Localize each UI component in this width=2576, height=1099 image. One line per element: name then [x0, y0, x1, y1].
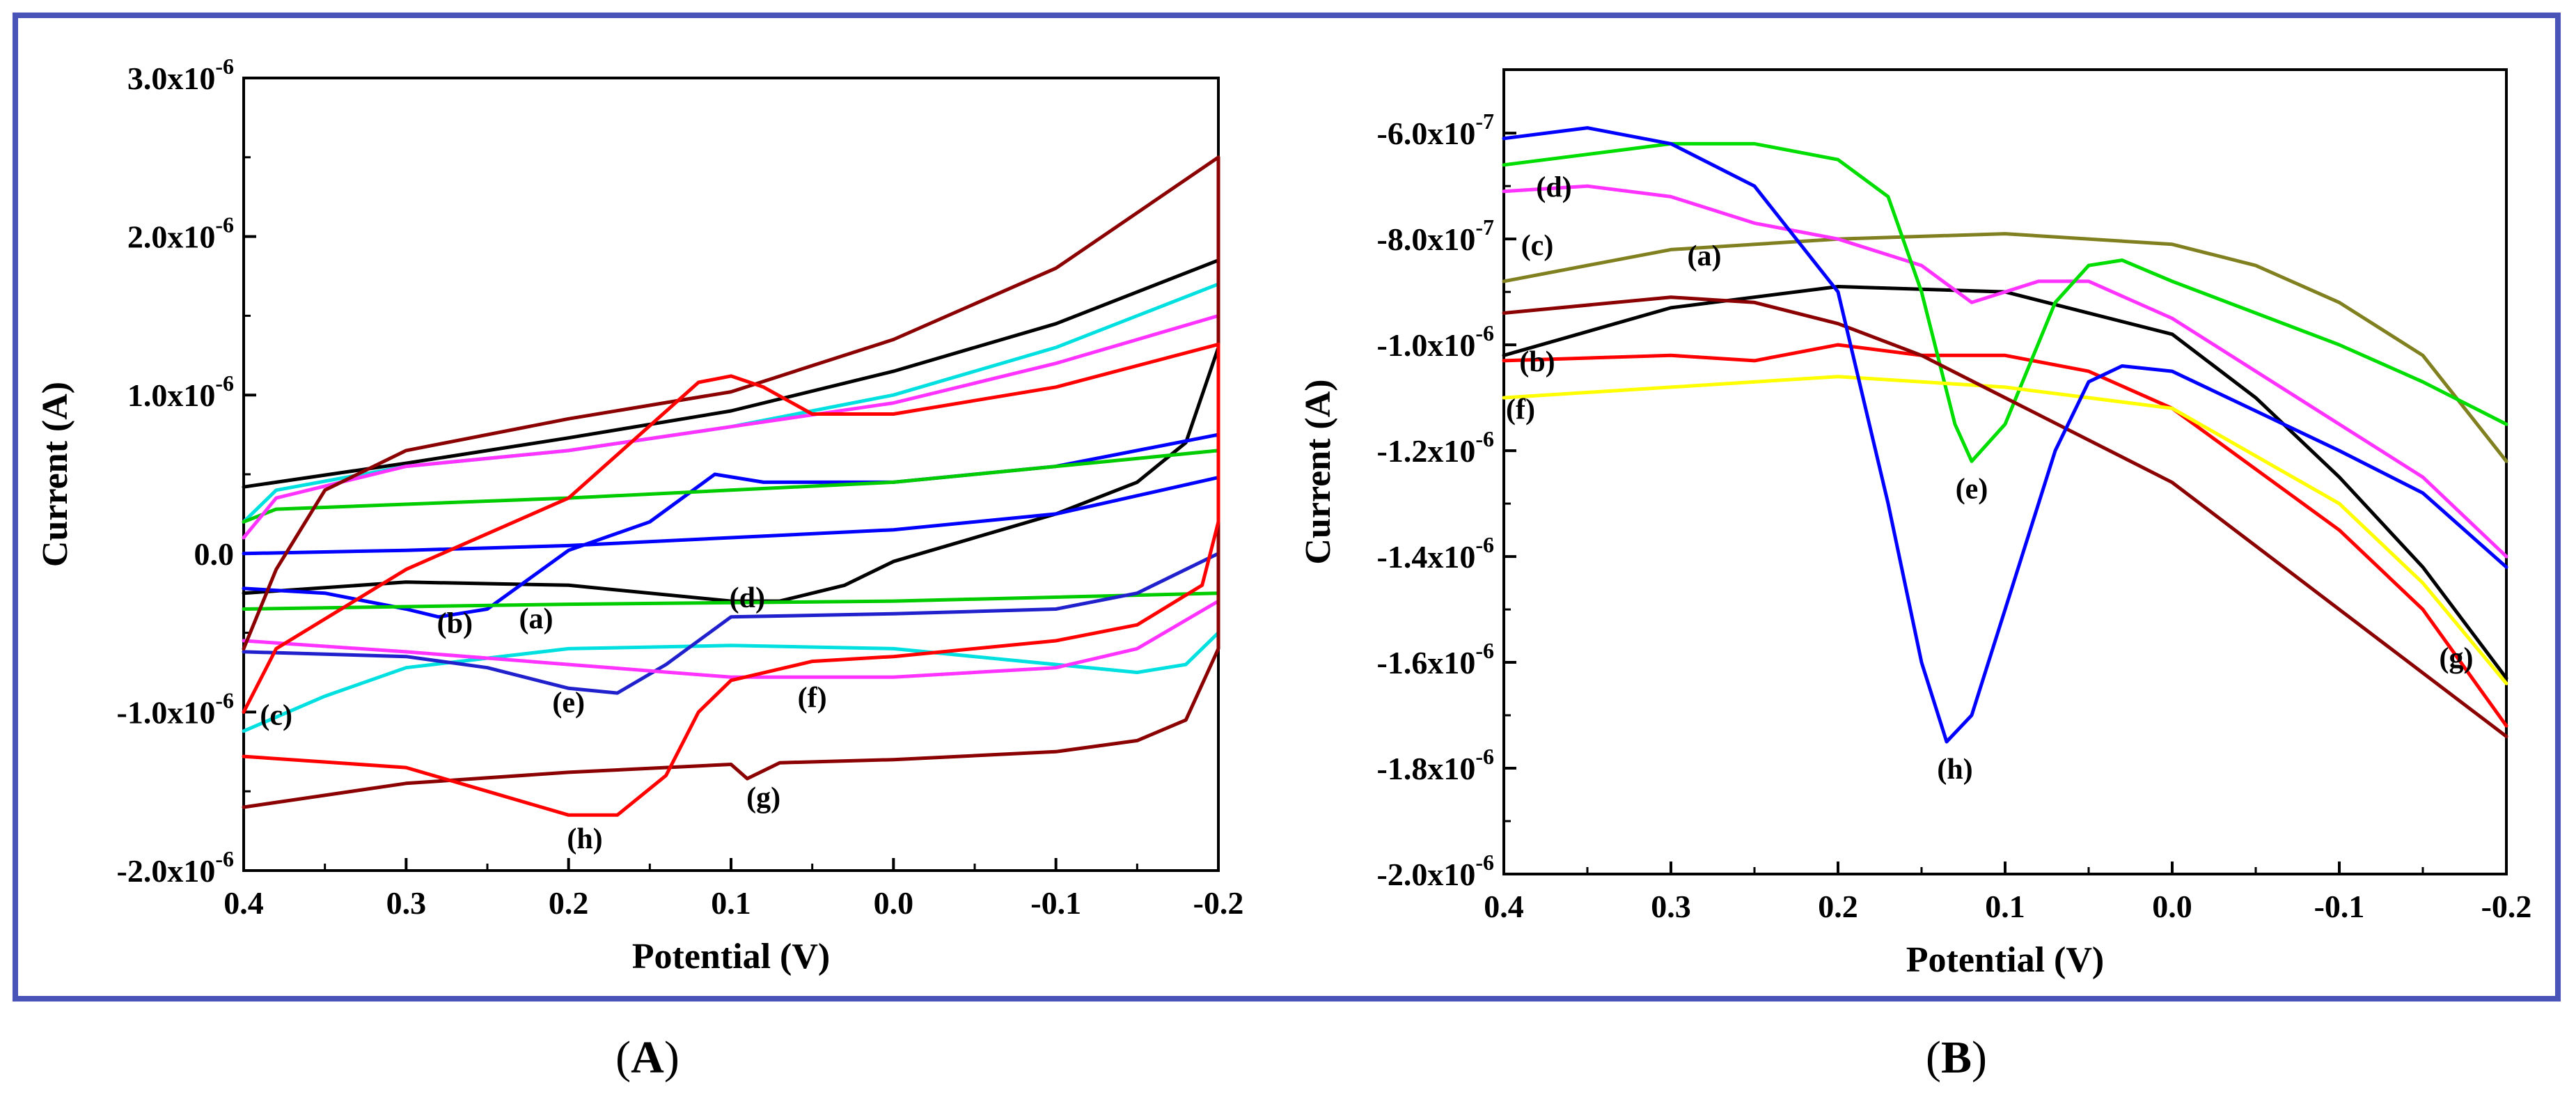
y-tick-label: -6.0x10-7 — [1377, 109, 1494, 151]
curve-label: (g) — [2440, 643, 2474, 675]
series-line-c — [1502, 232, 2508, 463]
series-line-e — [242, 552, 1220, 695]
x-tick-label: -0.2 — [1193, 885, 1244, 921]
x-tick-label: -0.1 — [1030, 885, 1081, 921]
series-line-g — [242, 155, 1220, 809]
x-tick-label: 0.2 — [1818, 889, 1858, 924]
panel-label: (A) — [615, 1032, 680, 1083]
curve-label: (d) — [1536, 171, 1571, 203]
series-line-d — [1502, 184, 2508, 559]
series-line-h — [1502, 126, 2508, 744]
x-tick-label: 0.1 — [1985, 889, 2025, 924]
y-tick-label: -2.0x10-6 — [117, 846, 234, 889]
curve-label: (f) — [798, 683, 827, 715]
x-axis-title: Potential (V) — [632, 937, 830, 976]
y-tick-label: -1.2x10-6 — [1377, 426, 1494, 469]
curve-label: (h) — [567, 823, 602, 855]
y-tick-label: -1.6x10-6 — [1377, 638, 1494, 680]
y-tick-label: -1.0x10-6 — [117, 687, 234, 730]
series-line-h — [242, 342, 1220, 817]
y-tick-label: 3.0x10-6 — [127, 54, 234, 96]
y-tick-label: -2.0x10-6 — [1377, 850, 1494, 892]
y-axis-title: Current (A) — [1298, 379, 1338, 564]
y-tick-label: 1.0x10-6 — [127, 371, 234, 413]
curve-label: (c) — [260, 700, 292, 732]
y-tick-label: 2.0x10-6 — [127, 212, 234, 255]
curve-label: (h) — [1937, 754, 1972, 786]
x-tick-label: 0.4 — [223, 885, 264, 921]
x-tick-label: 0.1 — [711, 885, 751, 921]
series-line-e — [1502, 141, 2508, 463]
series-line-g — [1502, 295, 2508, 738]
y-tick-label: -1.0x10-6 — [1377, 320, 1494, 363]
x-tick-label: -0.1 — [2314, 889, 2365, 924]
x-tick-label: -0.2 — [2481, 889, 2532, 924]
plot-area-frame — [242, 77, 1220, 872]
series-line-b — [1502, 343, 2508, 728]
curve-label: (a) — [1688, 240, 1722, 272]
curve-label: (e) — [1956, 473, 1988, 505]
curve-label: (e) — [552, 687, 585, 719]
x-tick-label: 0.0 — [874, 885, 914, 921]
chart-panel-b: 0.4 0.3 0.2 0.1 0.0 -0.1 -0.2 -6.0x10-7 -8.0x10-… — [1298, 68, 2532, 1083]
curve-label: (b) — [437, 608, 473, 640]
plot-area-frame — [1502, 68, 2508, 875]
curve-label: (f) — [1506, 394, 1535, 426]
x-axis-title: Potential (V) — [1906, 940, 2104, 980]
curve-label: (a) — [519, 603, 553, 635]
curve-label: (b) — [1519, 346, 1555, 378]
x-tick-label: 0.3 — [1651, 889, 1691, 924]
figure-frame — [13, 13, 2561, 1001]
chart-panel-a: 0.4 0.3 0.2 0.1 0.0 -0.1 -0.2 3.0x10-6 2.0x10-6 1… — [36, 54, 1243, 1083]
y-tick-label: -8.0x10-7 — [1377, 215, 1494, 257]
x-tick-label: 0.4 — [1484, 889, 1524, 924]
y-tick-label: -1.8x10-6 — [1377, 744, 1494, 786]
y-tick-label: -1.4x10-6 — [1377, 532, 1494, 575]
curve-label: (d) — [730, 582, 765, 614]
y-tick-label: 0.0 — [194, 536, 235, 572]
curve-label: (g) — [746, 782, 780, 814]
x-tick-label: 0.3 — [386, 885, 427, 921]
panel-label: (B) — [1926, 1032, 1987, 1083]
x-tick-label: 0.0 — [2152, 889, 2192, 924]
y-axis-title: Current (A) — [36, 382, 75, 567]
curve-label: (c) — [1521, 230, 1554, 262]
x-tick-label: 0.2 — [549, 885, 589, 921]
series-line-f — [1502, 375, 2508, 685]
series-line-a — [1502, 285, 2508, 680]
series-line-f — [242, 313, 1220, 679]
